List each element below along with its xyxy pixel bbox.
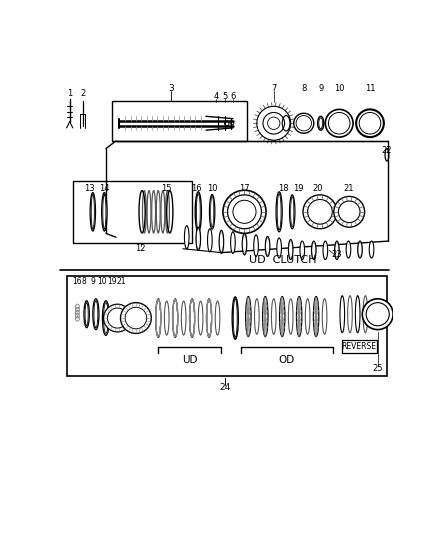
Text: 7: 7 [271, 84, 276, 93]
Ellipse shape [346, 241, 351, 258]
Circle shape [362, 299, 393, 329]
Bar [247, 196, 251, 206]
Text: 16: 16 [72, 277, 81, 286]
Text: 10: 10 [97, 277, 107, 286]
Text: 5: 5 [223, 92, 228, 101]
Ellipse shape [195, 192, 201, 232]
Text: 15: 15 [161, 184, 171, 193]
Text: 9: 9 [318, 84, 323, 93]
Bar [243, 218, 247, 227]
Text: 8: 8 [82, 277, 87, 286]
Ellipse shape [300, 241, 304, 260]
Bar [252, 196, 256, 206]
Text: 4: 4 [213, 92, 219, 101]
Bar [238, 196, 242, 206]
Circle shape [356, 109, 384, 137]
Text: 8: 8 [301, 84, 307, 93]
Text: 2: 2 [80, 88, 85, 98]
Text: 17: 17 [239, 184, 250, 193]
Ellipse shape [243, 235, 247, 253]
Ellipse shape [231, 232, 235, 253]
Text: 22: 22 [381, 146, 392, 155]
Ellipse shape [385, 149, 389, 161]
Circle shape [120, 303, 151, 334]
Ellipse shape [102, 301, 110, 335]
Text: 10: 10 [334, 84, 344, 93]
Ellipse shape [323, 241, 328, 260]
Text: 1: 1 [67, 88, 72, 98]
Text: 13: 13 [84, 184, 94, 193]
Ellipse shape [219, 232, 223, 252]
Circle shape [223, 190, 266, 233]
Text: 3: 3 [169, 84, 174, 93]
Ellipse shape [209, 195, 215, 229]
Bar [243, 196, 247, 206]
Bar [247, 218, 251, 227]
Ellipse shape [266, 238, 269, 255]
Circle shape [303, 195, 337, 229]
Bar [252, 218, 256, 227]
Ellipse shape [196, 229, 200, 249]
Ellipse shape [358, 243, 362, 256]
Bar [112, 101, 247, 141]
Ellipse shape [318, 116, 324, 130]
Circle shape [294, 113, 314, 133]
Text: UD: UD [182, 356, 198, 366]
Text: 21: 21 [343, 184, 354, 193]
Ellipse shape [369, 241, 374, 258]
Ellipse shape [93, 299, 99, 329]
Ellipse shape [208, 229, 212, 252]
Ellipse shape [277, 238, 282, 258]
Ellipse shape [254, 235, 258, 256]
Text: 9: 9 [90, 277, 95, 286]
Text: 12: 12 [135, 244, 146, 253]
Ellipse shape [312, 243, 316, 258]
Ellipse shape [102, 192, 107, 231]
Bar [73, 181, 192, 243]
Text: 19: 19 [293, 184, 304, 193]
Circle shape [325, 109, 353, 137]
Bar [238, 218, 242, 227]
Ellipse shape [184, 225, 189, 249]
Text: 19: 19 [107, 277, 117, 286]
Text: UD  CLUTCH: UD CLUTCH [249, 255, 317, 265]
Text: 6: 6 [230, 92, 236, 101]
Ellipse shape [84, 301, 89, 328]
Ellipse shape [335, 243, 339, 258]
Text: 16: 16 [191, 184, 201, 193]
Bar [342, 340, 377, 353]
Text: 14: 14 [99, 184, 110, 193]
Ellipse shape [290, 195, 295, 229]
Text: 11: 11 [365, 84, 375, 93]
Text: 23: 23 [332, 251, 342, 260]
Text: 21: 21 [117, 277, 126, 286]
Text: 18: 18 [278, 184, 288, 193]
Text: 24: 24 [219, 383, 231, 392]
Text: REVERSE: REVERSE [342, 342, 377, 351]
Text: 20: 20 [312, 184, 323, 193]
Circle shape [334, 196, 364, 227]
Bar [67, 276, 387, 376]
Ellipse shape [289, 241, 293, 258]
Text: 25: 25 [372, 364, 383, 373]
Ellipse shape [276, 192, 282, 232]
Text: 10: 10 [207, 184, 217, 193]
Text: OD: OD [279, 356, 295, 366]
Circle shape [103, 304, 131, 332]
Ellipse shape [232, 297, 238, 339]
Ellipse shape [90, 192, 95, 231]
